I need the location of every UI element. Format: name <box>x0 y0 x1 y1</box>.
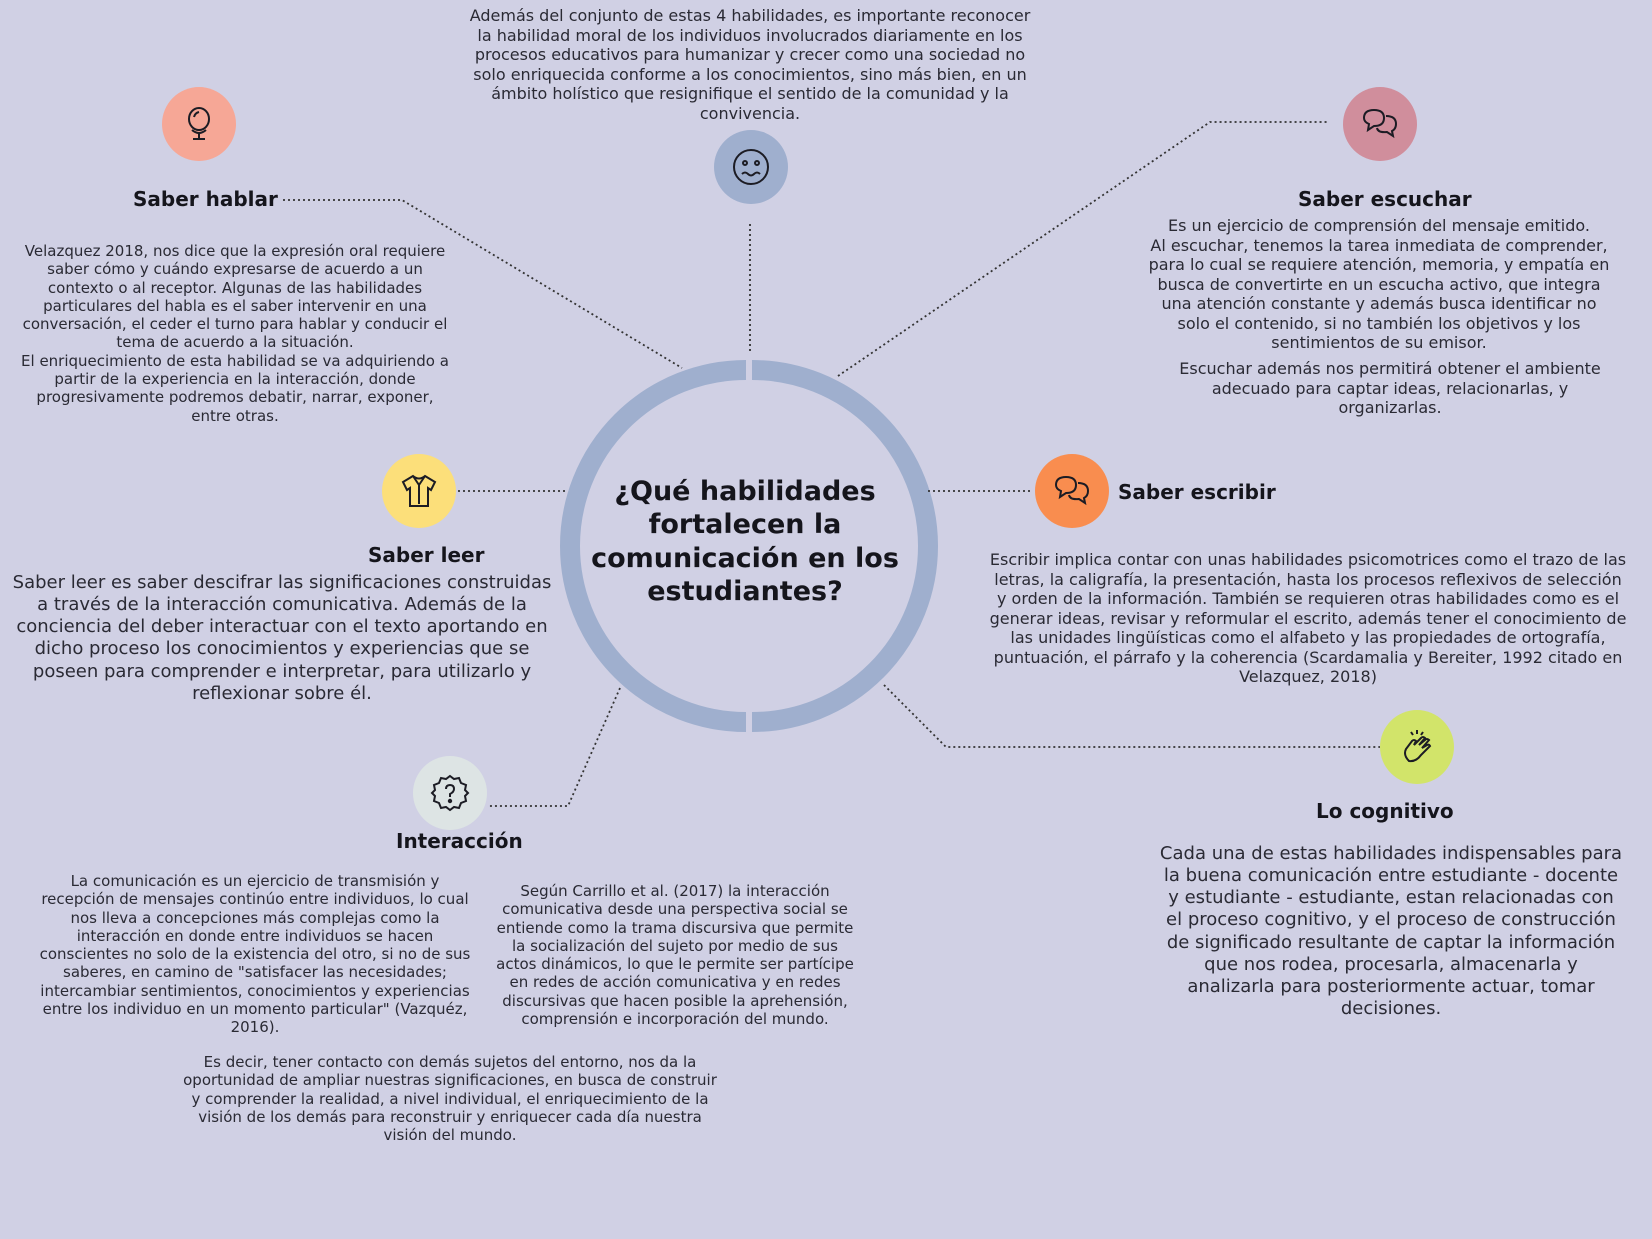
saber-leer-text: Saber leer es saber descifrar las signif… <box>12 572 552 704</box>
connector-saber-hablar <box>283 199 683 369</box>
saber-leer-title: Saber leer <box>368 543 485 567</box>
speech-bubbles-icon <box>1362 108 1398 139</box>
moral-node <box>714 130 788 204</box>
mirror-icon <box>188 107 210 140</box>
ring-segment-top-right <box>751 360 938 732</box>
saber-hablar-text: Velazquez 2018, nos dice que la expresió… <box>21 242 449 425</box>
lo-cognitivo-text: Cada una de estas habilidades indispensa… <box>1159 843 1623 1019</box>
interaccion-title: Interacción <box>396 829 523 853</box>
lo-cognitivo-node <box>1380 710 1454 784</box>
saber-escuchar-text-2: Escuchar además nos permitirá obtener el… <box>1179 359 1601 418</box>
saber-leer-node <box>382 454 456 528</box>
speech-bubbles-icon <box>1054 475 1090 506</box>
connector-interaccion <box>487 687 621 807</box>
saber-hablar-title: Saber hablar <box>133 187 278 211</box>
interaccion-text: La comunicación es un ejercicio de trans… <box>39 872 471 1037</box>
interaccion-text-2: Según Carrillo et al. (2017) la interacc… <box>496 882 854 1029</box>
saber-escribir-node <box>1035 454 1109 528</box>
interaccion-node <box>413 756 487 830</box>
interaccion-text-3: Es decir, tener contacto con demás sujet… <box>183 1053 717 1145</box>
connector-lo-cognitivo <box>883 684 1380 748</box>
clapping-hands-icon <box>1404 730 1432 763</box>
saber-escribir-text: Escribir implica contar con unas habilid… <box>989 550 1627 687</box>
question-badge-icon <box>430 774 470 812</box>
saber-escuchar-title: Saber escuchar <box>1298 187 1472 211</box>
lo-cognitivo-title: Lo cognitivo <box>1316 799 1454 823</box>
saber-hablar-node <box>162 87 236 161</box>
moral-text: Además del conjunto de estas 4 habilidad… <box>469 6 1031 123</box>
saber-escuchar-text: Es un ejercicio de comprensión del mensa… <box>1148 216 1610 353</box>
connector-saber-escuchar <box>837 121 1327 377</box>
center-title: ¿Qué habilidades fortalecen la comunicac… <box>591 476 899 608</box>
ring-segment-top-left <box>560 360 747 732</box>
worried-face-icon <box>733 149 769 185</box>
saber-escribir-title: Saber escribir <box>1118 480 1276 504</box>
shirt-icon <box>401 474 437 507</box>
saber-escuchar-node <box>1343 87 1417 161</box>
